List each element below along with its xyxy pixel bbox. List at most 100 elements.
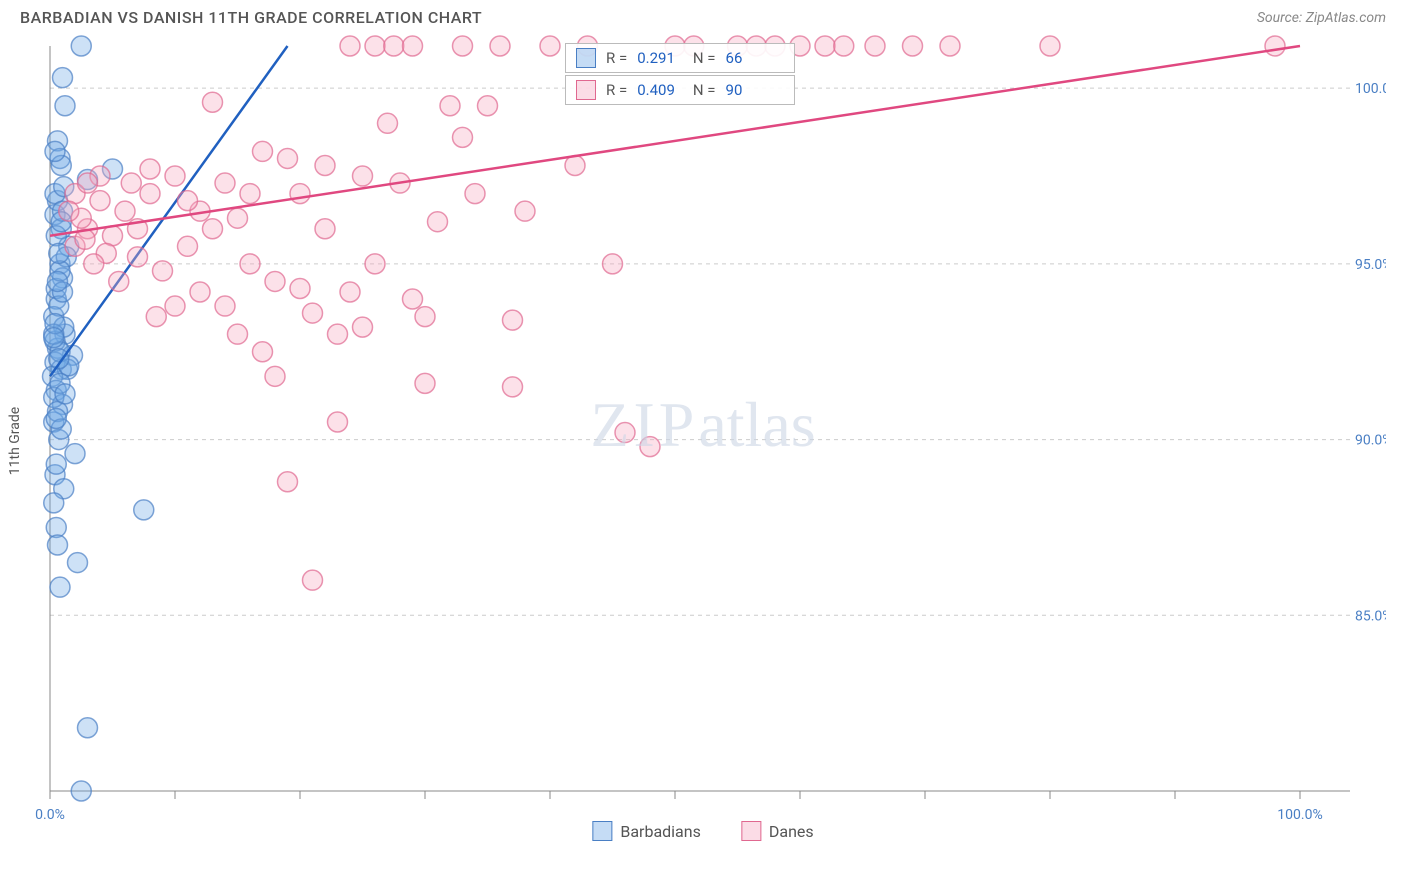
scatter-point-danes: [415, 307, 435, 327]
y-tick-label: 85.0%: [1355, 608, 1386, 624]
scatter-point-danes: [834, 36, 854, 56]
scatter-point-danes: [490, 36, 510, 56]
scatter-point-danes: [115, 201, 135, 221]
scatter-point-danes: [1040, 36, 1060, 56]
scatter-point-danes: [278, 148, 298, 168]
scatter-point-barbadians: [68, 553, 88, 573]
scatter-point-danes: [328, 324, 348, 344]
x-tick-label: 100.0%: [1277, 807, 1322, 823]
scatter-point-danes: [565, 155, 585, 175]
scatter-point-danes: [315, 219, 335, 239]
scatter-point-danes: [428, 212, 448, 232]
series-legend: Barbadians Danes: [592, 821, 813, 841]
legend-item-danes: Danes: [741, 821, 814, 841]
scatter-point-danes: [84, 254, 104, 274]
scatter-point-barbadians: [78, 718, 98, 738]
scatter-point-danes: [615, 423, 635, 443]
correlation-row-blue: R = 0.291 N = 66: [565, 43, 795, 73]
scatter-point-danes: [215, 173, 235, 193]
legend-item-barbadians: Barbadians: [592, 821, 701, 841]
scatter-point-barbadians: [48, 271, 68, 291]
scatter-point-danes: [146, 307, 166, 327]
scatter-point-barbadians: [53, 68, 73, 88]
scatter-point-danes: [203, 92, 223, 112]
scatter-point-barbadians: [44, 328, 64, 348]
scatter-point-danes: [865, 36, 885, 56]
scatter-point-danes: [453, 127, 473, 147]
scatter-point-danes: [303, 303, 323, 323]
scatter-point-danes: [315, 155, 335, 175]
scatter-point-barbadians: [65, 444, 85, 464]
scatter-point-barbadians: [71, 781, 91, 801]
scatter-point-danes: [403, 289, 423, 309]
legend-label: Barbadians: [620, 822, 701, 841]
legend-label: Danes: [769, 822, 814, 841]
scatter-point-barbadians: [46, 409, 66, 429]
scatter-point-danes: [90, 191, 110, 211]
scatter-point-danes: [328, 412, 348, 432]
x-tick-label: 0.0%: [35, 807, 65, 823]
scatter-point-barbadians: [71, 36, 91, 56]
scatter-point-danes: [440, 96, 460, 116]
scatter-point-danes: [503, 310, 523, 330]
scatter-point-danes: [503, 377, 523, 397]
scatter-point-danes: [453, 36, 473, 56]
y-axis-label: 11th Grade: [7, 407, 23, 475]
scatter-point-danes: [340, 282, 360, 302]
scatter-point-danes: [378, 113, 398, 133]
scatter-point-danes: [265, 271, 285, 291]
scatter-point-danes: [478, 96, 498, 116]
scatter-point-danes: [178, 236, 198, 256]
legend-swatch-blue: [592, 821, 612, 841]
scatter-point-danes: [153, 261, 173, 281]
scatter-point-barbadians: [55, 96, 75, 116]
scatter-point-danes: [253, 141, 273, 161]
corr-swatch-blue: [576, 48, 596, 68]
y-tick-label: 100.0%: [1355, 81, 1386, 97]
scatter-point-danes: [815, 36, 835, 56]
scatter-point-danes: [384, 36, 404, 56]
scatter-point-danes: [165, 296, 185, 316]
scatter-point-danes: [178, 191, 198, 211]
scatter-point-danes: [190, 282, 210, 302]
scatter-point-danes: [290, 184, 310, 204]
scatter-point-danes: [240, 184, 260, 204]
scatter-point-danes: [128, 247, 148, 267]
scatter-point-danes: [353, 317, 373, 337]
scatter-point-danes: [109, 271, 129, 291]
scatter-point-danes: [940, 36, 960, 56]
scatter-point-barbadians: [44, 493, 64, 513]
scatter-point-danes: [165, 166, 185, 186]
scatter-point-danes: [903, 36, 923, 56]
legend-swatch-pink: [741, 821, 761, 841]
scatter-point-danes: [265, 366, 285, 386]
scatter-point-barbadians: [48, 535, 68, 555]
scatter-point-danes: [228, 324, 248, 344]
scatter-point-danes: [78, 173, 98, 193]
scatter-point-danes: [353, 166, 373, 186]
scatter-point-danes: [415, 373, 435, 393]
scatter-point-barbadians: [134, 500, 154, 520]
scatter-point-barbadians: [45, 141, 65, 161]
chart-title: BARBADIAN VS DANISH 11TH GRADE CORRELATI…: [20, 8, 482, 27]
scatter-point-danes: [140, 184, 160, 204]
scatter-point-danes: [640, 437, 660, 457]
scatter-point-danes: [228, 208, 248, 228]
scatter-point-danes: [278, 472, 298, 492]
corr-swatch-pink: [576, 80, 596, 100]
scatter-point-barbadians: [46, 454, 66, 474]
scatter-point-danes: [365, 254, 385, 274]
scatter-point-danes: [515, 201, 535, 221]
y-tick-label: 90.0%: [1355, 433, 1386, 449]
scatter-point-danes: [603, 254, 623, 274]
scatter-point-danes: [403, 36, 423, 56]
scatter-point-barbadians: [55, 384, 75, 404]
scatter-point-barbadians: [50, 577, 70, 597]
chart-header: BARBADIAN VS DANISH 11TH GRADE CORRELATI…: [0, 0, 1406, 31]
scatter-point-danes: [540, 36, 560, 56]
scatter-point-danes: [365, 36, 385, 56]
scatter-point-danes: [303, 570, 323, 590]
scatter-point-danes: [340, 36, 360, 56]
y-tick-label: 95.0%: [1355, 257, 1386, 273]
scatter-point-danes: [59, 201, 79, 221]
